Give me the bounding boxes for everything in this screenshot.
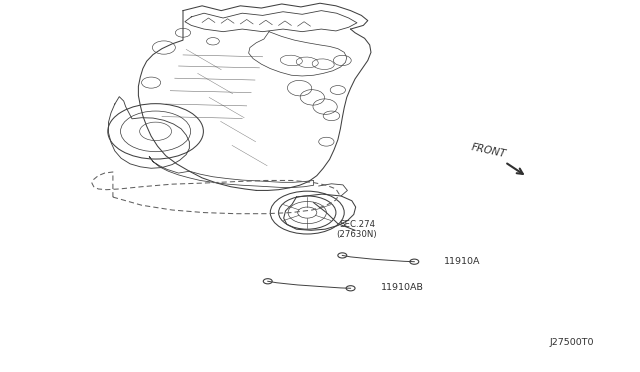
Text: 11910AB: 11910AB [381, 283, 424, 292]
Text: (27630N): (27630N) [337, 230, 377, 239]
Circle shape [346, 286, 355, 291]
Text: 11910A: 11910A [444, 257, 481, 266]
Text: J27500T0: J27500T0 [550, 339, 594, 347]
Circle shape [338, 253, 347, 258]
Circle shape [410, 259, 419, 264]
Circle shape [263, 279, 272, 284]
Text: SEC.274: SEC.274 [339, 220, 375, 229]
Text: FRONT: FRONT [470, 142, 508, 160]
